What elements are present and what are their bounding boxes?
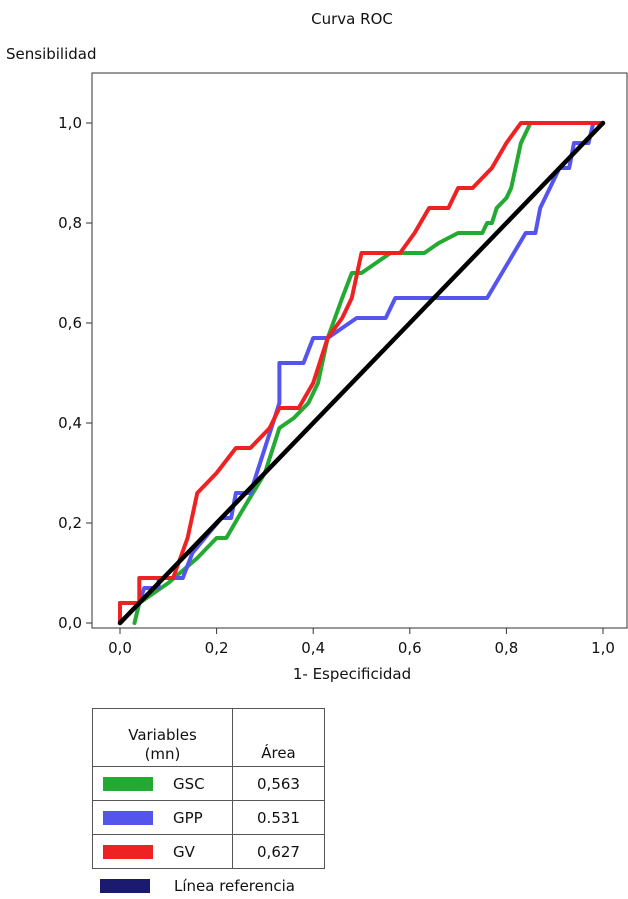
legend-area-header: Área	[232, 708, 325, 767]
series-line-l-nea-referencia	[117, 120, 606, 626]
legend-area-gv: 0,627	[232, 834, 325, 869]
x-tick-label: 0,2	[205, 639, 229, 657]
legend-variables-header: Variables (mn)	[92, 708, 233, 767]
legend-variables-header-line1: Variables	[128, 726, 197, 744]
x-tick-label: 0,8	[494, 639, 518, 657]
x-tick-label: 0,4	[301, 639, 325, 657]
legend-swatch-gpp	[103, 810, 153, 825]
y-tick-label: 0,0	[58, 614, 82, 632]
y-tick-label: 0,2	[58, 514, 82, 532]
legend-row-gsc: GSC 0,563	[92, 766, 325, 801]
legend-swatch-gv	[103, 844, 153, 859]
legend-area-gsc: 0,563	[232, 766, 325, 801]
legend-swatch-reference	[100, 879, 150, 893]
legend-variables-header-line2: (mn)	[144, 745, 181, 763]
legend-label-reference: Línea referencia	[174, 877, 295, 895]
legend-table: Variables (mn) Área GSC 0,563 GPP 0.531 …	[92, 708, 325, 869]
y-axis-label: Sensibilidad	[6, 45, 97, 63]
x-tick-label: 0,6	[398, 639, 422, 657]
legend-header-row: Variables (mn) Área	[92, 708, 325, 767]
roc-chart: Curva ROC Sensibilidad 1- Especificidad …	[6, 10, 628, 683]
plot-frame	[91, 72, 628, 629]
y-tick-label: 0,4	[58, 414, 82, 432]
legend-area-gpp: 0.531	[232, 800, 325, 835]
legend-reference-line: Línea referencia	[100, 877, 295, 895]
legend-label-gpp: GPP	[173, 808, 203, 827]
x-tick-label: 0,0	[108, 639, 132, 657]
x-axis-label: 1- Especificidad	[293, 665, 411, 683]
legend-row-gv: GV 0,627	[92, 834, 325, 869]
legend-label-gv: GV	[173, 842, 195, 861]
legend-label-gsc: GSC	[173, 774, 205, 793]
plot-area: 0,0 0,2 0,4 0,6 0,8 1,0 0,0 0,2 0,4 0,6 0,8 1,0	[58, 72, 628, 657]
legend-row-gpp: GPP 0.531	[92, 800, 325, 835]
series-line-gsc	[132, 121, 533, 625]
y-tick-label: 1,0	[58, 114, 82, 132]
chart-title: Curva ROC	[311, 10, 393, 28]
x-tick-label: 1,0	[591, 639, 615, 657]
y-tick-label: 0,6	[58, 314, 82, 332]
y-tick-label: 0,8	[58, 214, 82, 232]
legend-swatch-gsc	[103, 776, 153, 791]
